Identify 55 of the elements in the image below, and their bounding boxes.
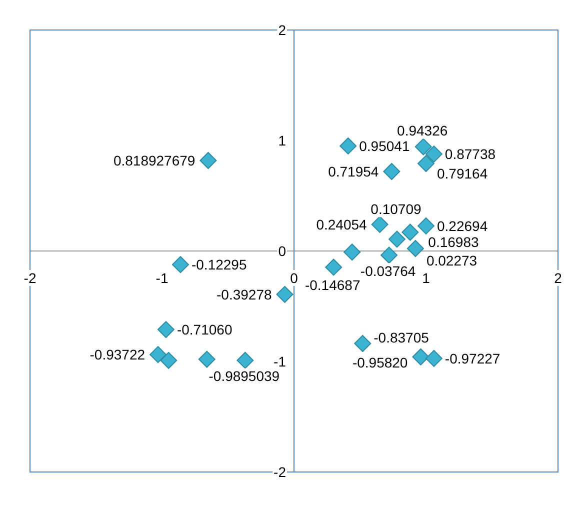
data-label: -0.14687	[304, 277, 360, 294]
point	[200, 152, 217, 170]
y-tick-label: 1	[278, 132, 286, 148]
point	[354, 334, 372, 352]
point	[325, 258, 342, 276]
point	[402, 224, 419, 241]
point	[414, 138, 432, 156]
point	[276, 286, 294, 303]
point	[418, 217, 434, 234]
point	[425, 350, 442, 367]
x-tick-label: 0	[290, 270, 298, 286]
y-tick-label: -2	[274, 464, 286, 480]
point	[198, 350, 216, 368]
data-label: 0.02273	[426, 252, 478, 268]
data-label: 0.87738	[444, 146, 496, 162]
data-label: -0.9895039	[208, 368, 280, 384]
y-tick-label: -1	[274, 353, 286, 370]
point	[236, 352, 254, 369]
y-tick-label: 0	[278, 242, 286, 259]
point	[150, 346, 167, 364]
point	[340, 137, 357, 154]
data-label: 0.818927679	[113, 152, 196, 168]
data-label: -0.95820	[352, 354, 408, 371]
data-label: -0.03764	[360, 263, 416, 280]
data-label: 0.94326	[397, 122, 448, 139]
data-label: -0.71060	[176, 321, 232, 338]
x-tick-label: 1	[422, 270, 430, 286]
point	[380, 246, 398, 264]
x-tick-label: 2	[554, 270, 562, 286]
data-label: 0.10709	[370, 201, 422, 218]
point	[406, 240, 424, 257]
point	[160, 352, 178, 369]
data-label: -0.12295	[191, 256, 247, 272]
point	[418, 155, 434, 172]
point	[425, 146, 442, 163]
y-tick-label: 2	[278, 22, 286, 38]
data-label: -0.39278	[216, 286, 272, 302]
data-label: 0.71954	[328, 163, 379, 180]
data-label: 0.22694	[437, 218, 488, 234]
x-tick-label: -2	[24, 270, 36, 286]
data-label: -0.93722	[90, 346, 146, 362]
data-label: -0.97227	[444, 350, 500, 366]
point	[157, 321, 174, 338]
point	[371, 216, 388, 233]
point	[172, 256, 189, 274]
point	[344, 244, 361, 261]
data-label: 0.95041	[359, 138, 410, 154]
point	[388, 230, 406, 248]
data-label: 0.24054	[316, 216, 368, 232]
data-label: 0.16983	[428, 234, 479, 250]
data-label: 0.79164	[437, 165, 488, 182]
data-label: -0.83705	[374, 329, 430, 346]
point	[412, 348, 430, 366]
point	[383, 162, 400, 180]
x-tick-label: -1	[156, 270, 168, 286]
